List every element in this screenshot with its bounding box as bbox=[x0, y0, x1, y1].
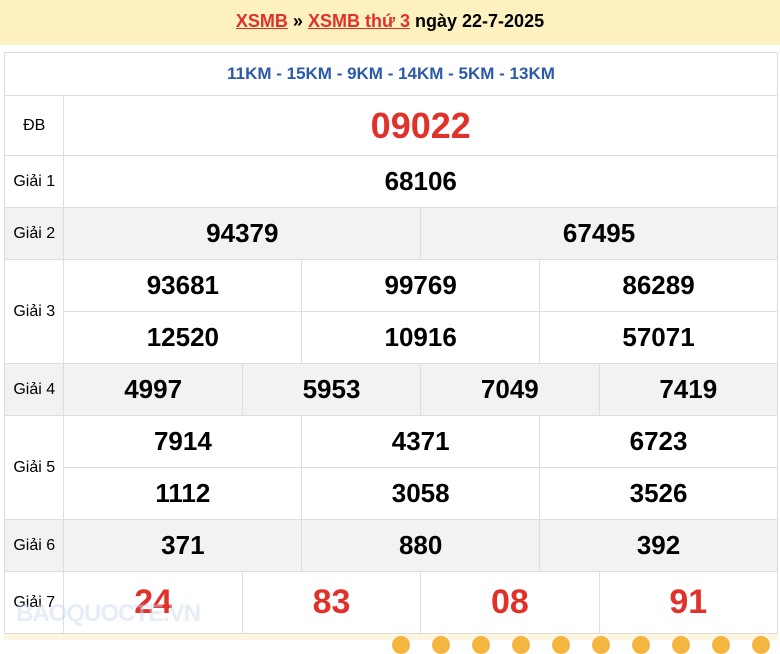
results-table: 11KM - 15KM - 9KM - 14KM - 5KM - 13KM ĐB… bbox=[3, 52, 779, 634]
prize-label: Giải 5 bbox=[3, 415, 65, 520]
prize-label: Giải 2 bbox=[3, 207, 65, 260]
prize-label: ĐB bbox=[3, 95, 65, 156]
prize-number: 371 bbox=[63, 519, 303, 572]
prize-number: 3526 bbox=[539, 467, 778, 520]
prize-number: 7419 bbox=[598, 363, 779, 416]
prize-number: 3058 bbox=[301, 467, 541, 520]
number-ball-icon bbox=[472, 636, 490, 654]
prize-label: Giải 7 bbox=[3, 571, 65, 634]
prize-number: 08 bbox=[420, 571, 600, 634]
prize-number: 4997 bbox=[63, 363, 243, 416]
number-ball-icon bbox=[712, 636, 730, 654]
special-codes: 11KM - 15KM - 9KM - 14KM - 5KM - 13KM bbox=[4, 52, 778, 96]
prize-number: 57071 bbox=[539, 311, 778, 364]
prize-number: 83 bbox=[241, 571, 422, 634]
breadcrumb-separator: » bbox=[292, 11, 303, 31]
prize-number: 7049 bbox=[420, 363, 600, 416]
xsmb-tuesday-link[interactable]: XSMB thứ 3 bbox=[307, 11, 410, 31]
number-ball-icon bbox=[392, 636, 410, 654]
prize-number: 7914 bbox=[63, 415, 303, 468]
number-ball-icon bbox=[632, 636, 650, 654]
number-ball-icon bbox=[752, 636, 770, 654]
prize-number: 10916 bbox=[301, 311, 541, 364]
draw-date: ngày 22-7-2025 bbox=[415, 11, 545, 31]
prize-label: Giải 4 bbox=[3, 363, 65, 416]
prize-number: 93681 bbox=[63, 259, 303, 312]
number-ball-icon bbox=[592, 636, 610, 654]
prize-number: 24 bbox=[63, 571, 243, 634]
prize-number: 68106 bbox=[63, 155, 778, 208]
prize-number: 86289 bbox=[539, 259, 778, 312]
prize-number: 12520 bbox=[63, 311, 303, 364]
prize-label: Giải 3 bbox=[3, 259, 65, 364]
footer-strip bbox=[4, 634, 778, 640]
number-ball-icon bbox=[432, 636, 450, 654]
prize-number: 5953 bbox=[241, 363, 422, 416]
prize-number: 99769 bbox=[301, 259, 541, 312]
special-prize-number: 09022 bbox=[63, 95, 778, 156]
prize-number: 392 bbox=[539, 519, 778, 572]
prize-number: 67495 bbox=[420, 207, 778, 260]
prize-number: 4371 bbox=[301, 415, 541, 468]
number-ball-icon bbox=[552, 636, 570, 654]
number-ball-icon bbox=[672, 636, 690, 654]
breadcrumb: XSMB » XSMB thứ 3 ngày 22-7-2025 bbox=[0, 0, 780, 45]
prize-number: 1112 bbox=[63, 467, 303, 520]
xsmb-link[interactable]: XSMB bbox=[235, 11, 288, 31]
prize-label: Giải 6 bbox=[3, 519, 65, 572]
number-ball-icon bbox=[512, 636, 530, 654]
prize-label: Giải 1 bbox=[3, 155, 65, 208]
prize-number: 880 bbox=[301, 519, 541, 572]
prize-number: 91 bbox=[598, 571, 779, 634]
prize-number: 94379 bbox=[63, 207, 422, 260]
prize-number: 6723 bbox=[539, 415, 778, 468]
